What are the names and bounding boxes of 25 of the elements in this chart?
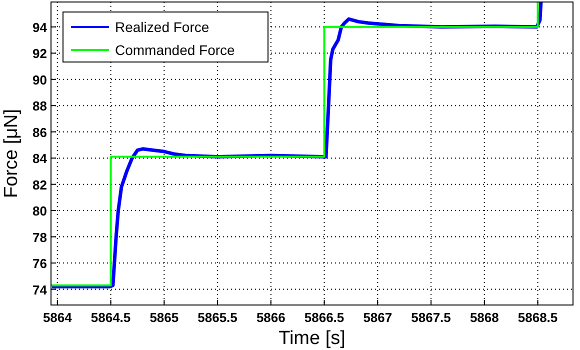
x-axis-title: Time [s] (278, 328, 346, 349)
y-tick-label: 80 (32, 204, 47, 219)
x-tick-label: 5867.5 (411, 310, 451, 325)
y-tick-label: 84 (32, 151, 48, 166)
x-tick-label: 5867 (363, 310, 392, 325)
y-tick-label: 90 (32, 72, 47, 88)
x-tick-label: 5864 (42, 310, 73, 325)
x-tick-label: 5868 (470, 310, 499, 325)
y-tick-label: 76 (32, 256, 47, 272)
y-tick-label: 78 (32, 230, 47, 245)
x-tick-label: 5866 (256, 310, 286, 325)
x-tick-label: 5865.5 (198, 310, 238, 325)
y-tick-label: 94 (32, 20, 48, 35)
legend-label: Realized Force (115, 19, 210, 35)
x-tick-label: 5865 (150, 310, 179, 325)
x-tick-label: 5866.5 (304, 310, 344, 325)
y-tick-label: 86 (32, 124, 47, 140)
y-tick-label: 92 (32, 46, 47, 62)
y-tick-label: 74 (32, 282, 48, 298)
x-tick-label: 5864.5 (90, 310, 131, 325)
y-axis-title: Force [μN] (1, 108, 22, 198)
legend-label: Commanded Force (115, 42, 236, 58)
x-tick-label: 5868.5 (518, 310, 558, 325)
y-tick-label: 88 (32, 98, 47, 114)
y-tick-label: 82 (32, 177, 47, 192)
